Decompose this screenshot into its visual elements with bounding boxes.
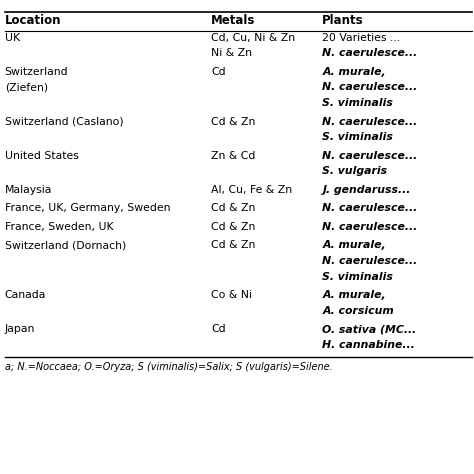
Text: Location: Location bbox=[5, 14, 61, 27]
Text: Cd & Zn: Cd & Zn bbox=[211, 117, 255, 127]
Text: Cd & Zn: Cd & Zn bbox=[211, 222, 255, 232]
Text: Switzerland: Switzerland bbox=[5, 67, 68, 77]
Text: a; N.=Noccaea; O.=Oryza; S (viminalis)=Salix; S (vulgaris)=Silene.: a; N.=Noccaea; O.=Oryza; S (viminalis)=S… bbox=[5, 362, 332, 372]
Text: France, UK, Germany, Sweden: France, UK, Germany, Sweden bbox=[5, 203, 170, 213]
Text: A. murale,: A. murale, bbox=[322, 240, 386, 250]
Text: Plants: Plants bbox=[322, 14, 364, 27]
Text: Cd & Zn: Cd & Zn bbox=[211, 203, 255, 213]
Text: N. caerulesce...: N. caerulesce... bbox=[322, 256, 418, 266]
Text: United States: United States bbox=[5, 151, 79, 161]
Text: Switzerland (Caslano): Switzerland (Caslano) bbox=[5, 117, 123, 127]
Text: Japan: Japan bbox=[5, 324, 35, 334]
Text: O. sativa (MC...: O. sativa (MC... bbox=[322, 324, 417, 334]
Text: (Ziefen): (Ziefen) bbox=[5, 82, 48, 92]
Text: Co & Ni: Co & Ni bbox=[211, 290, 252, 300]
Text: France, Sweden, UK: France, Sweden, UK bbox=[5, 222, 113, 232]
Text: A. murale,: A. murale, bbox=[322, 67, 386, 77]
Text: Ni & Zn: Ni & Zn bbox=[211, 48, 252, 58]
Text: Metals: Metals bbox=[211, 14, 255, 27]
Text: Cd & Zn: Cd & Zn bbox=[211, 240, 255, 250]
Text: S. viminalis: S. viminalis bbox=[322, 98, 393, 108]
Text: S. viminalis: S. viminalis bbox=[322, 272, 393, 282]
Text: Al, Cu, Fe & Zn: Al, Cu, Fe & Zn bbox=[211, 185, 292, 195]
Text: Canada: Canada bbox=[5, 290, 46, 300]
Text: Cd: Cd bbox=[211, 67, 226, 77]
Text: S. viminalis: S. viminalis bbox=[322, 132, 393, 142]
Text: H. cannabine...: H. cannabine... bbox=[322, 340, 415, 350]
Text: N. caerulesce...: N. caerulesce... bbox=[322, 203, 418, 213]
Text: Zn & Cd: Zn & Cd bbox=[211, 151, 255, 161]
Text: N. caerulesce...: N. caerulesce... bbox=[322, 151, 418, 161]
Text: 20 Varieties ...: 20 Varieties ... bbox=[322, 33, 401, 43]
Text: N. caerulesce...: N. caerulesce... bbox=[322, 222, 418, 232]
Text: S. vulgaris: S. vulgaris bbox=[322, 166, 387, 176]
Text: A. corsicum: A. corsicum bbox=[322, 306, 394, 316]
Text: Cd: Cd bbox=[211, 324, 226, 334]
Text: J. gendaruss...: J. gendaruss... bbox=[322, 185, 410, 195]
Text: N. caerulesce...: N. caerulesce... bbox=[322, 117, 418, 127]
Text: UK: UK bbox=[5, 33, 20, 43]
Text: Switzerland (Dornach): Switzerland (Dornach) bbox=[5, 240, 126, 250]
Text: Cd, Cu, Ni & Zn: Cd, Cu, Ni & Zn bbox=[211, 33, 295, 43]
Text: A. murale,: A. murale, bbox=[322, 290, 386, 300]
Text: N. caerulesce...: N. caerulesce... bbox=[322, 82, 418, 92]
Text: Malaysia: Malaysia bbox=[5, 185, 52, 195]
Text: N. caerulesce...: N. caerulesce... bbox=[322, 48, 418, 58]
